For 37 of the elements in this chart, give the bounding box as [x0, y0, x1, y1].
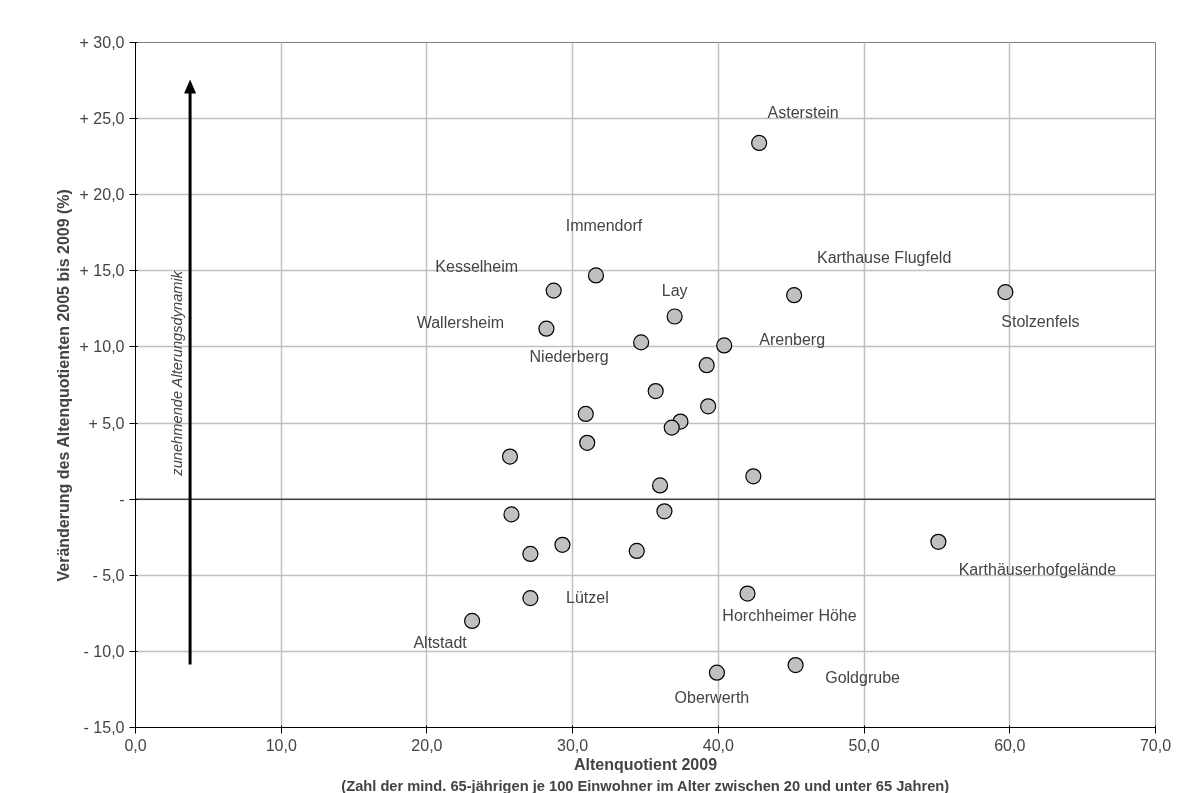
annotation: Karthause Flugfeld — [816, 248, 952, 266]
y-tick-label: + 25,0 — [79, 110, 125, 128]
annotation: Goldgrube — [825, 668, 901, 686]
x-tick-label: 40,0 — [702, 736, 735, 754]
annotation: Lay — [661, 282, 688, 299]
y-tick-label: + 20,0 — [79, 186, 125, 204]
annotation: Stolzenfels — [1001, 312, 1080, 330]
annotation: Altstadt — [413, 634, 468, 652]
annotation: Wallersheim — [416, 314, 505, 332]
y-tick-label: - 5,0 — [92, 566, 125, 584]
x-tick-label: 20,0 — [411, 736, 443, 754]
y-tick-label: - 15,0 — [83, 719, 125, 736]
y-tick-label: + 10,0 — [79, 338, 125, 356]
x-tick-label: 50,0 — [848, 736, 880, 754]
annotation: zunehmende Alterungsdynamik — [168, 270, 185, 477]
annotation: Horchheimer Höhe — [722, 607, 857, 625]
y-axis-title: Veränderung des Altenquotienten 2005 bis 2009 (%) — [54, 189, 72, 582]
annotation: Kesselheim — [435, 258, 519, 276]
x-axis-title: Altenquotient 2009 — [573, 755, 718, 773]
y-tick-label: + 30,0 — [79, 34, 125, 51]
annotation: Karthäuserhofgelände — [958, 561, 1117, 579]
annotation: Asterstein — [767, 104, 839, 122]
x-tick-label: 0,0 — [124, 736, 147, 754]
annotation: Immendorf — [565, 216, 643, 234]
annotation: Niederberg — [529, 347, 609, 365]
y-tick-label: - 10,0 — [83, 642, 125, 660]
annotation: Arenberg — [759, 330, 826, 348]
y-tick-label: + 5,0 — [88, 414, 125, 432]
x-tick-label: 30,0 — [557, 736, 589, 754]
y-tick-label: - — [119, 490, 125, 508]
annotation: Oberwerth — [674, 689, 750, 707]
x-tick-label: 10,0 — [265, 736, 297, 754]
y-tick-label: + 15,0 — [79, 262, 125, 280]
x-tick-label: 60,0 — [994, 736, 1026, 754]
text: (Zahl der mind. 65-jährigen je 100 Einwohner im Alter zwischen 20 und unter 65 Jahren) — [341, 777, 950, 793]
x-tick-label: 70,0 — [1139, 736, 1172, 754]
annotation: Lützel — [566, 588, 609, 606]
